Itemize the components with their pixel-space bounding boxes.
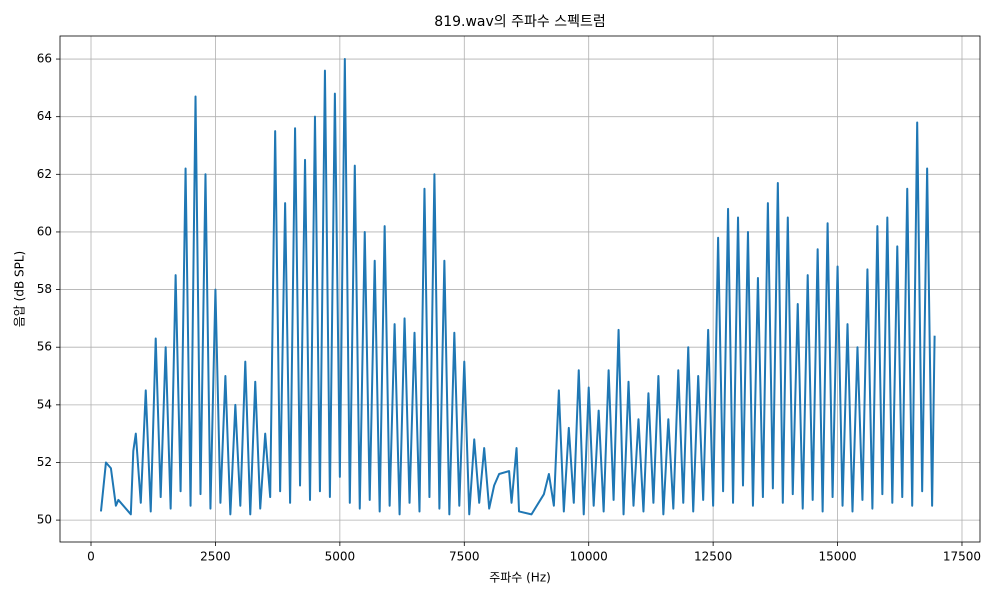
- y-axis-label: 음압 (dB SPL): [13, 251, 27, 327]
- x-tick-label: 5000: [325, 550, 356, 564]
- y-tick-label: 58: [37, 282, 52, 296]
- chart-title: 819.wav의 주파수 스펙트럼: [434, 14, 605, 30]
- x-tick-label: 7500: [449, 550, 480, 564]
- y-tick-label: 54: [37, 397, 52, 411]
- x-tick-label: 12500: [694, 550, 732, 564]
- x-tick-label: 15000: [818, 550, 856, 564]
- y-tick-label: 64: [37, 109, 52, 123]
- x-axis-label: 주파수 (Hz): [489, 571, 551, 585]
- x-tick-label: 17500: [943, 550, 981, 564]
- y-tick-label: 50: [37, 513, 52, 527]
- y-tick-label: 52: [37, 455, 52, 469]
- y-tick-label: 56: [37, 340, 52, 354]
- y-tick-label: 62: [37, 167, 52, 181]
- x-tick-label: 0: [87, 550, 95, 564]
- y-tick-label: 66: [37, 52, 52, 66]
- plot-frame: [59, 35, 981, 543]
- y-tick-label: 60: [37, 224, 52, 238]
- spectrum-line: [99, 58, 936, 516]
- x-tick-label: 2500: [200, 550, 231, 564]
- x-tick-label: 10000: [570, 550, 608, 564]
